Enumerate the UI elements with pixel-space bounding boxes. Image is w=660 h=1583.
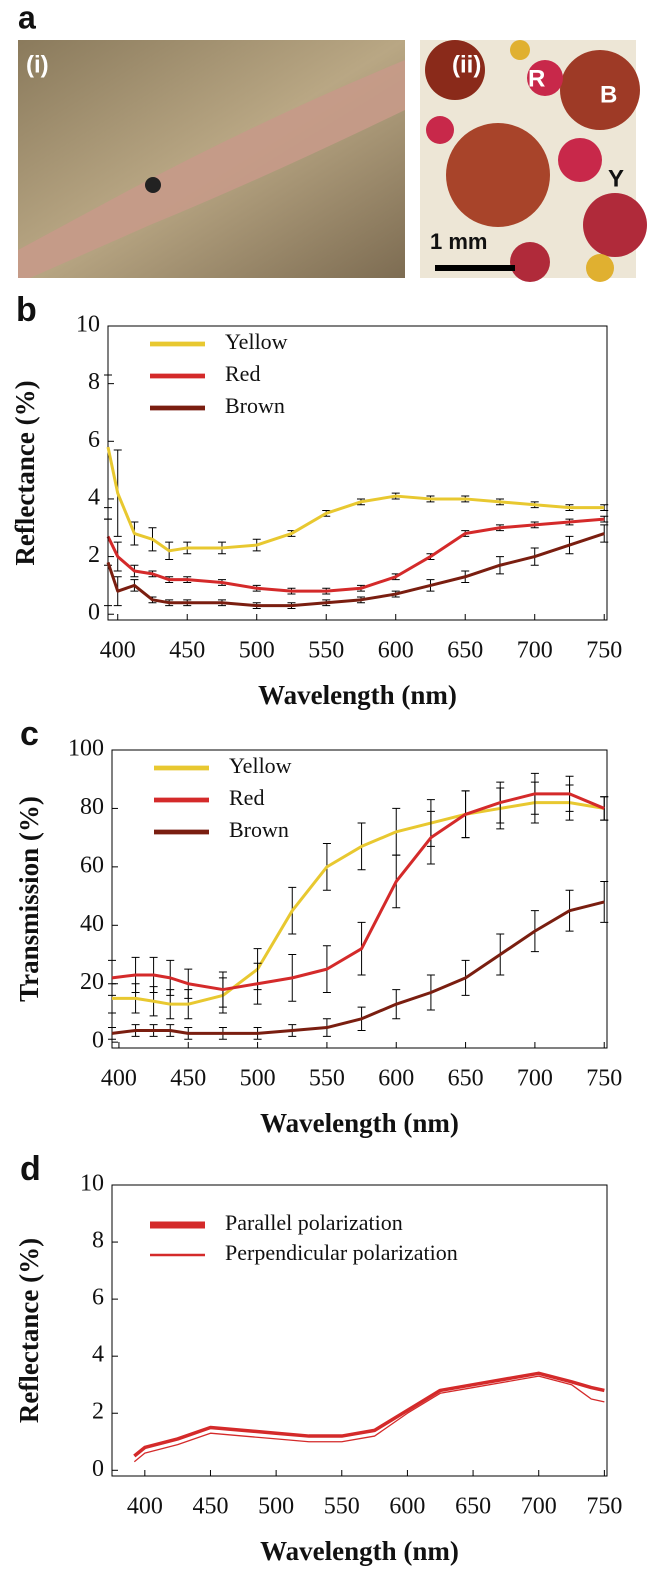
y-tick-label: 0 <box>92 1456 104 1482</box>
series-line <box>133 1371 605 1458</box>
series-line <box>106 517 605 593</box>
x-axis-label: Wavelength (nm) <box>258 680 457 710</box>
y-tick-label: 6 <box>92 1285 104 1311</box>
y-tick-label: 2 <box>88 542 100 568</box>
plot-frame <box>111 749 608 1049</box>
x-tick-label: 650 <box>455 1494 491 1520</box>
x-axis-label: Wavelength (nm) <box>260 1536 459 1566</box>
panel-label: a <box>18 0 36 35</box>
y-tick-label: 40 <box>80 911 104 937</box>
y-tick-label: 8 <box>92 1228 104 1254</box>
series-line <box>133 1375 605 1463</box>
panel-label: d <box>20 1150 41 1188</box>
series-line <box>106 532 605 608</box>
y-tick-label: 4 <box>88 484 100 510</box>
y-tick-label: 8 <box>88 369 100 395</box>
y-tick-label: 10 <box>80 1171 104 1197</box>
x-tick-label: 700 <box>517 1066 553 1092</box>
x-tick-label: 500 <box>258 1494 294 1520</box>
x-tick-label: 600 <box>378 638 414 664</box>
x-tick-label: 550 <box>324 1494 360 1520</box>
error-bar <box>600 524 609 543</box>
photo-label: (i) <box>26 51 49 78</box>
legend-label: Red <box>229 785 264 810</box>
x-tick-label: 500 <box>239 638 275 664</box>
photo-label: B <box>600 81 617 108</box>
series-line <box>106 446 605 553</box>
y-tick-label: 80 <box>80 794 104 820</box>
legend-label: Brown <box>225 393 285 418</box>
x-tick-label: 400 <box>100 638 136 664</box>
series-line <box>112 801 605 1006</box>
legend-label: Parallel polarization <box>225 1210 403 1235</box>
squid-eye <box>145 177 161 193</box>
y-tick-label: 20 <box>80 969 104 995</box>
y-tick-label: 0 <box>92 1028 104 1054</box>
x-tick-label: 400 <box>127 1494 163 1520</box>
x-tick-label: 450 <box>192 1494 228 1520</box>
legend-label: Perpendicular polarization <box>225 1240 458 1265</box>
error-bar <box>108 959 116 996</box>
x-tick-label: 500 <box>240 1066 276 1092</box>
y-tick-label: 2 <box>92 1399 104 1425</box>
y-tick-label: 4 <box>92 1342 104 1368</box>
y-tick-label: 0 <box>88 600 100 626</box>
legend-label: Brown <box>229 817 289 842</box>
x-tick-label: 700 <box>517 638 553 664</box>
error-bar <box>108 1027 116 1040</box>
x-tick-label: 750 <box>586 638 622 664</box>
x-tick-label: 750 <box>586 1494 622 1520</box>
x-tick-label: 700 <box>521 1494 557 1520</box>
error-bar <box>600 880 609 923</box>
series-line <box>111 900 605 1035</box>
photo-label: Y <box>608 165 624 192</box>
legend-label: Red <box>225 361 260 386</box>
scale-bar-label: 1 mm <box>430 229 487 254</box>
y-tick-label: 60 <box>80 852 104 878</box>
chromatophores <box>425 40 647 282</box>
y-axis-label: Transmission (%) <box>14 796 44 1002</box>
panel-label: c <box>20 715 39 753</box>
x-tick-label: 600 <box>389 1494 425 1520</box>
error-bar <box>600 796 609 821</box>
x-tick-label: 750 <box>586 1066 622 1092</box>
legend-label: Yellow <box>225 329 288 354</box>
y-axis-label: Reflectance (%) <box>14 1238 44 1423</box>
x-tick-label: 650 <box>447 638 483 664</box>
y-tick-label: 10 <box>76 312 100 338</box>
photo-label: R <box>528 65 545 92</box>
x-tick-label: 550 <box>308 638 344 664</box>
y-axis-label: Reflectance (%) <box>10 380 40 565</box>
x-tick-label: 650 <box>448 1066 484 1092</box>
x-axis-label: Wavelength (nm) <box>260 1108 459 1138</box>
photo-label: (ii) <box>452 51 481 78</box>
series-line <box>111 792 605 992</box>
panel-a: a (i) (ii) R B Y 1 mm <box>18 0 647 282</box>
y-tick-label: 6 <box>88 427 100 453</box>
squid-body <box>18 60 405 278</box>
y-tick-label: 100 <box>68 736 104 762</box>
plot-frame <box>107 325 608 621</box>
panel-label: b <box>16 291 37 329</box>
x-tick-label: 450 <box>170 1066 206 1092</box>
x-tick-label: 600 <box>378 1066 414 1092</box>
scale-bar <box>435 265 515 271</box>
legend-label: Yellow <box>229 753 292 778</box>
x-tick-label: 450 <box>169 638 205 664</box>
x-tick-label: 550 <box>309 1066 345 1092</box>
plot-frame <box>111 1184 608 1477</box>
x-tick-label: 400 <box>101 1066 137 1092</box>
